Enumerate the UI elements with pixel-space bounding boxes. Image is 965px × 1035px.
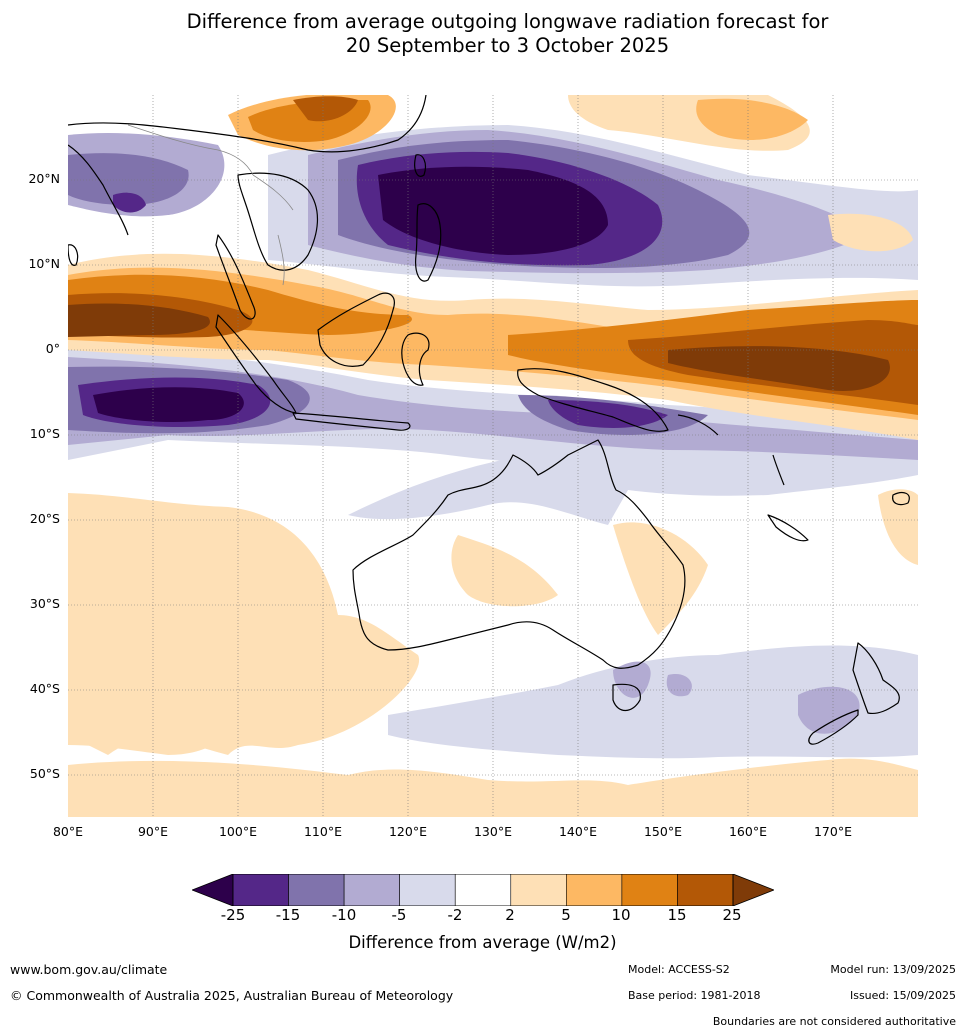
lon-label-90e: 90°E	[137, 824, 169, 839]
lon-label-160e: 160°E	[728, 824, 767, 839]
map-svg	[67, 93, 918, 817]
model-text: Model: ACCESS-S2	[628, 963, 730, 976]
copyright-text: © Commonwealth of Australia 2025, Austra…	[10, 988, 454, 1003]
solomon-islands-coastline	[677, 414, 719, 436]
lat-label-20s: 20°S	[29, 511, 60, 526]
new-caledonia-coastline	[767, 514, 809, 542]
colorbar-tick-m2: -2	[447, 906, 463, 924]
colorbar	[192, 874, 774, 906]
olr-anomaly-map	[67, 93, 918, 817]
australia-coastline	[352, 439, 686, 669]
lat-label-50s: 50°S	[29, 766, 60, 781]
colorbar-cell	[454, 874, 512, 906]
colorbar-title: Difference from average (W/m2)	[348, 933, 617, 952]
new-zealand-south-coastline	[808, 709, 859, 745]
lon-label-120e: 120°E	[388, 824, 427, 839]
india-coastline	[67, 144, 129, 236]
equatorial-positive-anomaly	[68, 253, 918, 440]
lon-label-110e: 110°E	[303, 824, 342, 839]
gridlines	[68, 95, 918, 817]
colorbar-tick-m25: -25	[220, 906, 246, 924]
lon-label-170e: 170°E	[813, 824, 852, 839]
colorbar-tick-15: 15	[667, 906, 687, 924]
colorbar-cell	[343, 874, 400, 906]
new-guinea-coastline	[517, 368, 669, 432]
fiji-coastline	[892, 492, 910, 506]
lat-label-20n: 20°N	[28, 171, 60, 186]
lat-label-10n: 10°N	[28, 256, 60, 271]
lon-label-80e: 80°E	[52, 824, 84, 839]
philippines-coastline	[415, 203, 442, 282]
tasmania-coastline	[612, 683, 641, 712]
colorbar-low-extend	[192, 874, 234, 906]
lon-label-100e: 100°E	[218, 824, 257, 839]
colorbar-cell	[677, 874, 734, 906]
southern-positive-anomaly	[68, 489, 918, 817]
disclaimer-text: Boundaries are not considered authoritat…	[712, 1015, 956, 1028]
lon-label-140e: 140°E	[558, 824, 597, 839]
model-run-text: Model run: 13/09/2025	[830, 963, 956, 976]
colorbar-cell	[288, 874, 345, 906]
coastlines	[67, 94, 910, 745]
southern-moderate-negative	[613, 661, 860, 734]
colorbar-tick-2: 2	[505, 906, 515, 924]
website-link[interactable]: www.bom.gov.au/climate	[10, 962, 168, 977]
sulawesi-coastline	[401, 332, 430, 386]
new-zealand-north-coastline	[852, 642, 900, 715]
colorbar-cell	[566, 874, 623, 906]
northern-negative-anomaly	[68, 125, 918, 287]
tropical-south-negative	[68, 345, 918, 475]
colorbar-tick-5: 5	[561, 906, 571, 924]
title-line-2: 20 September to 3 October 2025	[345, 34, 670, 57]
colorbar-tick-m10: -10	[331, 906, 357, 924]
colorbar-tick-25: 25	[722, 906, 742, 924]
lat-label-30s: 30°S	[29, 596, 60, 611]
borneo-coastline	[317, 292, 395, 367]
malay-peninsula-coastline	[215, 234, 256, 320]
colorbar-tick-m5: -5	[391, 906, 407, 924]
issued-text: Issued: 15/09/2025	[849, 989, 956, 1002]
colorbar-tick-10: 10	[611, 906, 631, 924]
colorbar-frame	[232, 874, 734, 906]
colorbar-cell	[510, 874, 567, 906]
taiwan-coastline	[414, 154, 427, 177]
java-coastline	[292, 412, 411, 431]
sri-lanka-coastline	[67, 244, 79, 266]
lat-label-10s: 10°S	[29, 426, 60, 441]
colorbar-cell	[621, 874, 678, 906]
vanuatu-coastline	[772, 454, 785, 486]
colorbar-high-extend	[732, 874, 774, 906]
lat-label-0: 0°	[45, 341, 60, 356]
title-line-1: Difference from average outgoing longwav…	[186, 10, 829, 33]
colorbar-tick-m15: -15	[275, 906, 301, 924]
lon-label-150e: 150°E	[643, 824, 682, 839]
map-title: Difference from average outgoing longwav…	[0, 10, 965, 58]
china-coastline	[67, 94, 427, 153]
colorbar-cells	[232, 874, 734, 906]
northern-positive-anomaly	[228, 93, 913, 252]
colorbar-cell	[399, 874, 456, 906]
country-boundaries	[127, 124, 294, 286]
colorbar-cell	[232, 874, 289, 906]
lon-label-130e: 130°E	[473, 824, 512, 839]
lat-label-40s: 40°S	[29, 681, 60, 696]
indochina-coastline	[237, 172, 319, 271]
base-period-text: Base period: 1981-2018	[628, 989, 761, 1002]
